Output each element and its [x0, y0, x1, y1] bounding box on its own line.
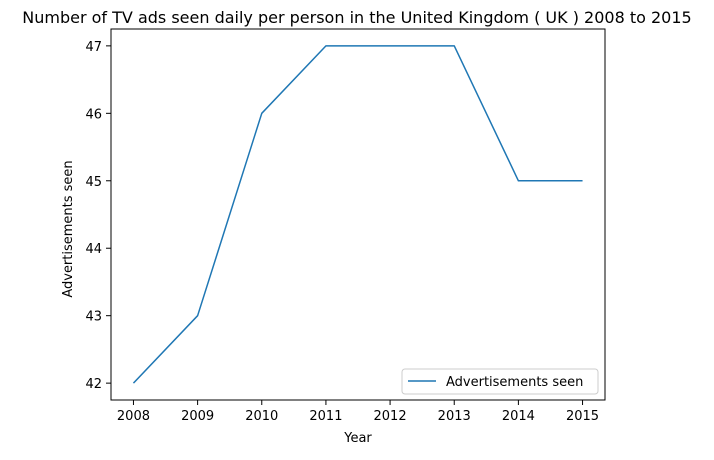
y-tick-label: 46	[85, 107, 102, 122]
legend: Advertisements seen	[402, 369, 598, 394]
x-tick-label: 2014	[502, 409, 535, 424]
x-tick-label: 2010	[245, 409, 278, 424]
plot-area-frame	[111, 29, 605, 400]
y-tick-label: 47	[85, 40, 102, 55]
x-tick-label: 2013	[438, 409, 471, 424]
x-tick-label: 2011	[309, 409, 342, 424]
x-axis-ticks: 2008 2009 2010 2011 2012 2013 2014 2015	[117, 400, 599, 424]
x-tick-label: 2012	[374, 409, 407, 424]
y-axis-ticks: 42 43 44 45 46 47	[85, 40, 111, 392]
series-layer	[133, 46, 582, 383]
x-tick-label: 2015	[566, 409, 599, 424]
x-axis-label: Year	[343, 431, 372, 446]
x-tick-label: 2008	[117, 409, 150, 424]
y-tick-label: 43	[85, 310, 102, 325]
chart-title: Number of TV ads seen daily per person i…	[22, 8, 691, 27]
y-tick-label: 42	[85, 377, 102, 392]
series-line	[133, 46, 582, 383]
y-tick-label: 44	[85, 242, 102, 257]
y-tick-label: 45	[85, 175, 102, 190]
y-axis-label: Advertisements seen	[61, 160, 76, 297]
legend-label: Advertisements seen	[446, 375, 583, 390]
x-tick-label: 2009	[181, 409, 214, 424]
